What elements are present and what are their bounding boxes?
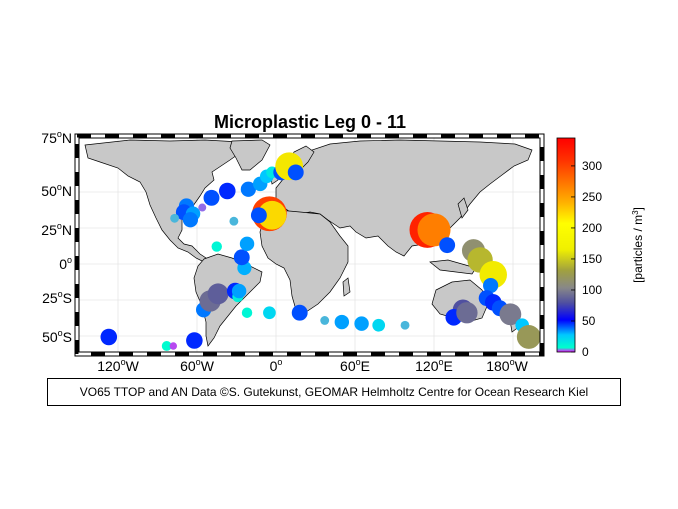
sample-point xyxy=(400,320,410,330)
sample-point xyxy=(291,304,308,321)
sample-point xyxy=(240,181,256,197)
sample-point xyxy=(198,203,207,212)
sample-point xyxy=(263,306,276,320)
colorbar-tick-label: 50 xyxy=(582,314,596,328)
latitude-label: 25oN xyxy=(41,221,72,238)
sample-point xyxy=(241,307,253,318)
sample-point xyxy=(334,314,350,330)
colorbar-tick-label: 100 xyxy=(582,283,602,297)
sample-point xyxy=(233,249,250,266)
map-title: Microplastic Leg 0 - 11 xyxy=(213,112,407,132)
japan xyxy=(457,197,469,219)
colorbar-tick-label: 0 xyxy=(582,345,589,359)
longitude-label: 60oW xyxy=(180,357,215,374)
sample-point xyxy=(456,302,478,324)
madagascar xyxy=(342,277,351,297)
sample-point xyxy=(439,237,456,254)
longitude-label: 60oE xyxy=(340,357,370,374)
sample-point xyxy=(250,207,267,224)
sample-point xyxy=(182,212,199,228)
sample-point xyxy=(203,189,220,206)
longitude-label: 0o xyxy=(270,357,283,374)
sample-point xyxy=(516,325,540,349)
sample-point xyxy=(207,283,229,305)
north-america xyxy=(84,139,245,263)
sample-point xyxy=(287,164,304,181)
greenland xyxy=(229,139,271,171)
sample-point xyxy=(169,342,178,350)
africa xyxy=(259,209,349,313)
longitude-tick-labels: 120oW 60oW 0o 60oE 120oE 180oW xyxy=(97,357,528,374)
sample-point xyxy=(186,332,203,349)
sample-point xyxy=(229,216,239,226)
colorbar-tick-label: 200 xyxy=(582,221,602,235)
colorbar xyxy=(556,137,576,353)
sample-point xyxy=(161,341,172,351)
sample-point xyxy=(417,213,451,247)
colorbar-tick-label: 300 xyxy=(582,159,602,173)
colorbar-tick-label: 250 xyxy=(582,190,602,204)
sample-point xyxy=(170,213,180,223)
sample-point xyxy=(372,318,386,332)
colorbar-ticks: 0 50 100 150 200 250 300 xyxy=(571,159,602,359)
sample-points xyxy=(100,152,540,351)
map-frame xyxy=(74,133,545,357)
longitude-label: 120oW xyxy=(97,357,139,374)
sample-point xyxy=(354,316,369,331)
sample-point xyxy=(231,283,247,299)
latitude-label: 25oS xyxy=(42,289,72,306)
latitude-label: 50oS xyxy=(42,328,72,345)
latitude-label: 75oN xyxy=(41,129,72,146)
land-masses xyxy=(84,139,533,347)
latitude-label: 50oN xyxy=(41,182,72,199)
sample-point xyxy=(100,328,118,346)
latitude-tick-labels: 75oN 50oN 25oN 0o 25oS 50oS xyxy=(41,129,72,345)
longitude-label: 180oW xyxy=(486,357,528,374)
colorbar-tick-label: 150 xyxy=(582,252,602,266)
sample-point xyxy=(499,303,522,326)
latitude-label: 0o xyxy=(59,255,72,272)
longitude-label: 120oE xyxy=(415,357,453,374)
sample-point xyxy=(257,200,287,230)
sample-point xyxy=(219,182,236,200)
sample-point xyxy=(239,236,255,252)
colorbar-label: [particles / m3] xyxy=(631,207,645,283)
attribution-box: VO65 TTOP and AN Data ©S. Gutekunst, GEO… xyxy=(47,378,621,406)
sample-point xyxy=(211,241,222,252)
sample-point xyxy=(320,316,330,325)
sample-point xyxy=(483,277,499,294)
